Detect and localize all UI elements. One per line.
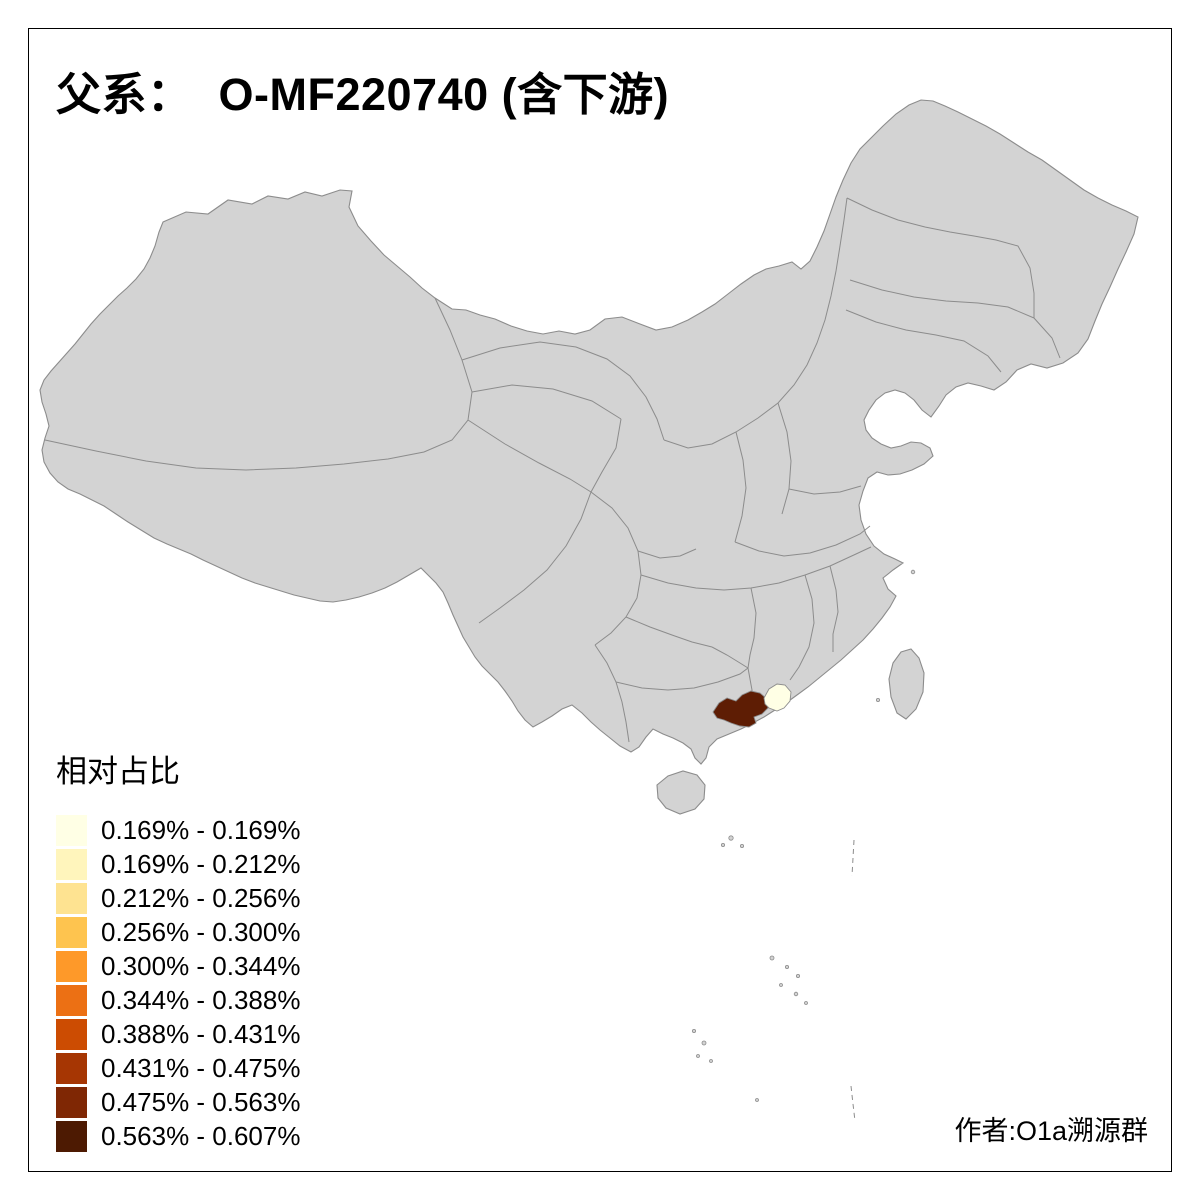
hainan-island — [656, 770, 706, 815]
sea-boundary-dash — [851, 839, 855, 877]
province-border — [663, 197, 848, 449]
province-border — [461, 341, 665, 441]
legend: 相对占比 0.169% - 0.169% 0.169% - 0.212% 0.2… — [56, 746, 300, 1153]
islet-mark — [796, 974, 801, 979]
legend-swatch — [56, 882, 87, 914]
highlight-dark-region — [712, 690, 769, 728]
legend-swatch — [56, 1120, 87, 1152]
legend-swatch — [56, 1018, 87, 1050]
islet-mark — [910, 569, 916, 575]
legend-swatch — [56, 848, 87, 880]
legend-item-label: 0.388% - 0.431% — [101, 1018, 301, 1049]
islet-mark — [779, 983, 783, 987]
province-border — [747, 587, 757, 669]
legend-title: 相对占比 — [56, 754, 180, 789]
author-credit: 作者:O1a溯源群 — [954, 1116, 1148, 1146]
legend-item-label: 0.431% - 0.475% — [101, 1052, 301, 1083]
province-border — [734, 431, 747, 543]
map-title: 父系： O-MF220740 (含下游) — [56, 69, 670, 120]
legend-item: 0.212% - 0.256% — [56, 881, 300, 915]
legend-item-label: 0.563% - 0.607% — [101, 1120, 301, 1151]
province-border — [788, 485, 862, 495]
landmass-group — [39, 99, 1139, 1122]
province-border — [590, 418, 622, 493]
legend-item-label: 0.169% - 0.169% — [101, 814, 301, 845]
province-border — [594, 644, 630, 743]
legend-item-label: 0.344% - 0.388% — [101, 984, 301, 1015]
province-border — [625, 616, 713, 648]
province-border — [471, 384, 622, 420]
legend-swatch — [56, 950, 87, 982]
legend-swatch — [56, 1086, 87, 1118]
legend-item: 0.344% - 0.388% — [56, 983, 300, 1017]
islet-mark — [692, 1029, 697, 1034]
province-border — [846, 197, 1035, 318]
legend-swatch — [56, 814, 87, 846]
province-border — [1033, 317, 1061, 359]
province-border — [467, 419, 592, 493]
province-border — [829, 565, 839, 652]
legend-item-label: 0.256% - 0.300% — [101, 916, 301, 947]
islet-mark — [721, 843, 726, 848]
legend-item: 0.300% - 0.344% — [56, 949, 300, 983]
islet-mark — [701, 1040, 707, 1046]
islet-mark — [755, 1098, 759, 1102]
taiwan-island — [888, 648, 925, 720]
province-borders — [44, 197, 1061, 743]
legend-item: 0.388% - 0.431% — [56, 1017, 300, 1051]
province-border — [845, 309, 1002, 373]
islet-mark — [740, 844, 745, 849]
islet-mark — [793, 991, 799, 997]
legend-item: 0.431% - 0.475% — [56, 1051, 300, 1085]
legend-swatch — [56, 984, 87, 1016]
islet-mark — [728, 835, 734, 841]
legend-swatch — [56, 916, 87, 948]
legend-swatch — [56, 1052, 87, 1084]
mainland-outline — [39, 99, 1139, 765]
legend-item: 0.256% - 0.300% — [56, 915, 300, 949]
province-border — [615, 667, 749, 691]
islet-mark — [696, 1054, 700, 1058]
province-border — [734, 525, 871, 557]
legend-item: 0.563% - 0.607% — [56, 1119, 300, 1153]
province-border — [640, 546, 872, 591]
highlight-light-region — [763, 683, 792, 712]
legend-item-label: 0.300% - 0.344% — [101, 950, 301, 981]
sea-islands — [692, 569, 916, 1122]
province-border — [849, 279, 1035, 319]
legend-item: 0.169% - 0.212% — [56, 847, 300, 881]
province-border — [637, 548, 697, 559]
legend-item-label: 0.212% - 0.256% — [101, 882, 301, 913]
islet-mark — [785, 965, 790, 970]
legend-item: 0.475% - 0.563% — [56, 1085, 300, 1119]
islet-mark — [876, 698, 881, 703]
islet-mark — [709, 1059, 713, 1063]
islet-mark — [804, 1001, 808, 1005]
legend-item-label: 0.169% - 0.212% — [101, 848, 301, 879]
legend-item-label: 0.475% - 0.563% — [101, 1086, 301, 1117]
islet-mark — [769, 955, 775, 961]
province-border — [777, 402, 792, 515]
province-border — [789, 574, 815, 681]
legend-item: 0.169% - 0.169% — [56, 813, 300, 847]
province-border — [44, 297, 473, 471]
province-border — [478, 491, 592, 624]
province-border — [711, 646, 749, 669]
sea-boundary-dash — [850, 1085, 856, 1122]
